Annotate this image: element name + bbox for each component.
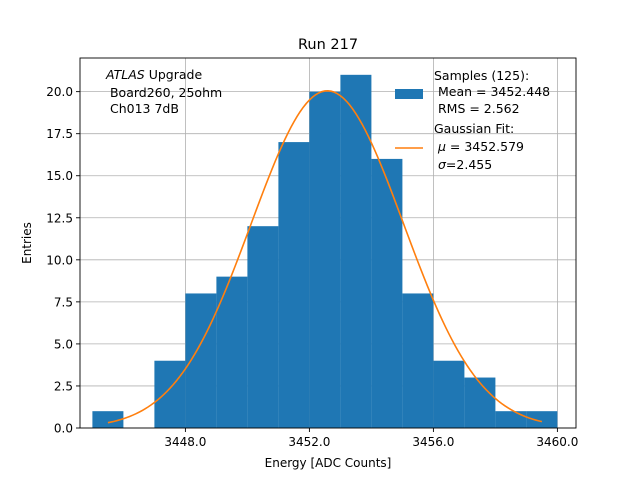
histogram-bar-9 [371, 158, 403, 428]
atlas-annotation: ATLAS Upgrade Board260, 25ohm Ch013 7dB [105, 67, 222, 116]
atlas-label: ATLAS [105, 67, 145, 82]
legend-samples-line-2: Mean = 3452.448 [434, 84, 550, 99]
x-axis-ticks: 3448.0 3452.0 3456.0 3460.0 [164, 428, 578, 449]
y-tick-label-6: 15.0 [46, 169, 73, 183]
x-tick-label-3: 3460.0 [536, 435, 578, 449]
legend-fit-line-2: μ = 3452.579 [434, 139, 524, 154]
histogram-bar-10 [402, 293, 434, 428]
x-tick-label-1: 3452.0 [288, 435, 330, 449]
annotation-upgrade: Upgrade [145, 67, 203, 82]
sigma-symbol: σ [438, 157, 447, 172]
y-axis-label: Entries [20, 222, 34, 264]
histogram-bar-13 [495, 411, 527, 428]
histogram-bar-5 [247, 226, 279, 428]
y-tick-label-1: 2.5 [54, 379, 73, 393]
mu-value: = 3452.579 [446, 139, 524, 154]
y-tick-label-7: 17.5 [46, 127, 73, 141]
legend: Samples (125): Mean = 3452.448 RMS = 2.5… [395, 68, 550, 172]
axes-frame [79, 57, 577, 429]
histogram-bar-14 [526, 411, 558, 428]
histogram-bar-11 [433, 360, 465, 428]
gaussian-fit-curve [107, 90, 543, 424]
histogram-bar-2 [154, 360, 186, 428]
mu-symbol: μ [437, 139, 446, 154]
histogram-bar-4 [216, 276, 248, 428]
histogram-bar-0 [92, 411, 124, 428]
x-tick-label-0: 3448.0 [164, 435, 206, 449]
x-tick-label-2: 3456.0 [412, 435, 454, 449]
histogram-bar-8 [340, 74, 372, 429]
y-tick-label-4: 10.0 [46, 253, 73, 267]
legend-fit-line-1: Gaussian Fit: [434, 121, 514, 136]
legend-samples-line-1: Samples (125): [434, 68, 529, 83]
sigma-value: =2.455 [446, 157, 492, 172]
y-tick-label-5: 12.5 [46, 211, 73, 225]
histogram-bar-12 [464, 377, 496, 428]
y-tick-label-3: 7.5 [54, 295, 73, 309]
histogram-bar-6 [278, 142, 310, 428]
annotation-line-1: ATLAS Upgrade [105, 67, 202, 82]
annotation-line-2: Board260, 25ohm [106, 85, 222, 100]
chart-title: Run 217 [298, 37, 358, 53]
x-axis-label: Energy [ADC Counts] [265, 456, 392, 470]
histogram-bar-7 [309, 91, 341, 429]
legend-samples-line-3: RMS = 2.562 [434, 101, 520, 116]
y-axis-ticks: 0.0 2.5 5.0 7.5 10.0 12.5 15.0 17.5 20.0 [46, 85, 80, 436]
y-tick-label-8: 20.0 [46, 85, 73, 99]
legend-swatch-samples [395, 89, 423, 99]
legend-fit-line-3: σ=2.455 [434, 157, 492, 172]
y-tick-label-0: 0.0 [54, 422, 73, 436]
y-tick-label-2: 5.0 [54, 337, 73, 351]
annotation-line-3: Ch013 7dB [106, 101, 179, 116]
